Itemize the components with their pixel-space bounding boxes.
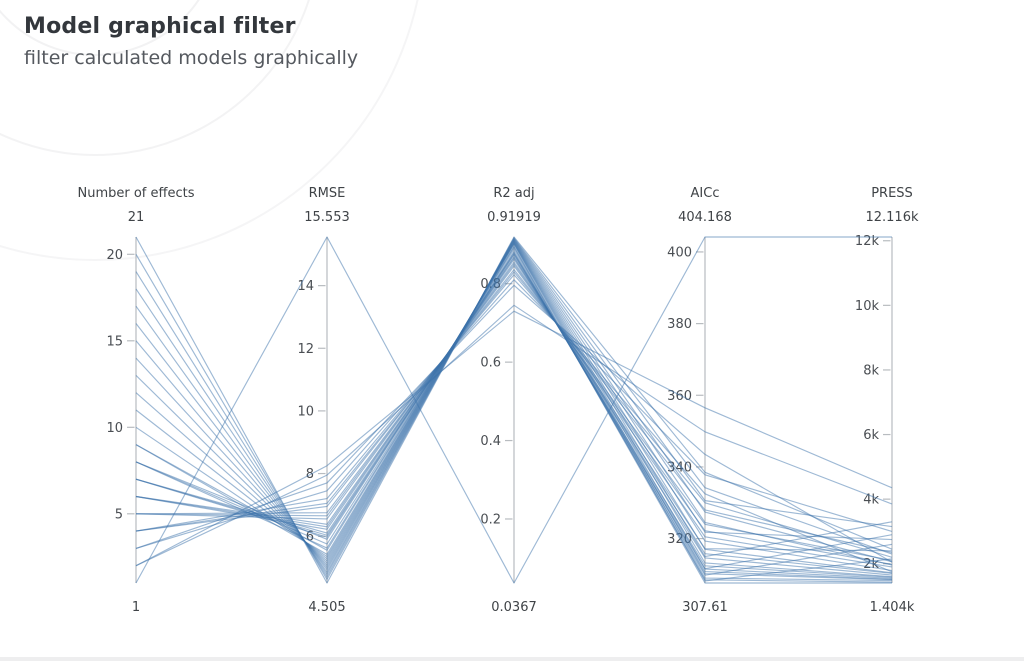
axis-tick-label: 10k xyxy=(855,299,880,314)
page-subtitle: filter calculated models graphically xyxy=(24,47,359,69)
axis-min-label: 0.0367 xyxy=(491,600,537,615)
model-line[interactable] xyxy=(135,238,893,575)
axis-title: AICc xyxy=(691,186,720,201)
axis-max-label: 404.168 xyxy=(678,210,732,225)
axis-min-label: 1.404k xyxy=(870,600,915,615)
axis-max-label: 0.91919 xyxy=(487,210,541,225)
axis-tick-label: 380 xyxy=(667,317,692,332)
axis-tick-label: 12k xyxy=(855,234,880,249)
axis-max-label: 12.116k xyxy=(865,210,918,225)
model-line[interactable] xyxy=(135,241,893,564)
page-header: Model graphical filter filter calculated… xyxy=(24,14,358,69)
model-line[interactable] xyxy=(135,269,893,554)
bottom-edge-strip xyxy=(0,657,1024,661)
axis-tick-label: 15 xyxy=(106,334,123,349)
axis-tick-label: 360 xyxy=(667,389,692,404)
axis-title: Number of effects xyxy=(78,186,195,201)
model-line[interactable] xyxy=(135,240,893,572)
model-line[interactable] xyxy=(135,239,893,571)
axis-title: PRESS xyxy=(871,186,913,201)
axis-max-label: 15.553 xyxy=(304,210,350,225)
page-title: Model graphical filter xyxy=(24,14,296,39)
axis-min-label: 307.61 xyxy=(682,600,728,615)
axis-title: R2 adj xyxy=(493,186,534,201)
axis-tick-label: 8k xyxy=(863,363,879,378)
axis-min-label: 1 xyxy=(132,600,140,615)
axis-tick-label: 4k xyxy=(863,493,879,508)
model-line[interactable] xyxy=(135,237,893,578)
axis-tick-label: 0.6 xyxy=(480,356,501,371)
axis-tick-label: 12 xyxy=(297,342,314,357)
model-line[interactable] xyxy=(135,256,893,576)
axis-tick-label: 10 xyxy=(297,404,314,419)
model-line[interactable] xyxy=(135,246,892,584)
model-line[interactable] xyxy=(135,236,893,584)
axis-tick-label: 10 xyxy=(106,421,123,436)
model-line[interactable] xyxy=(135,261,893,568)
axis-max-label: 21 xyxy=(128,210,145,225)
model-line[interactable] xyxy=(135,279,893,549)
axis-tick-label: 20 xyxy=(106,248,123,263)
model-line[interactable] xyxy=(135,310,893,567)
axis-tick-label: 0.2 xyxy=(480,512,501,527)
model-line[interactable] xyxy=(135,271,893,558)
axis-tick-label: 5 xyxy=(115,507,123,522)
axis-min-label: 4.505 xyxy=(308,600,345,615)
model-line[interactable] xyxy=(135,304,893,567)
axis-tick-label: 400 xyxy=(667,245,692,260)
axis-tick-label: 0.4 xyxy=(480,434,501,449)
model-line[interactable] xyxy=(135,236,892,584)
axis-title: RMSE xyxy=(309,186,346,201)
axis-tick-label: 6k xyxy=(863,428,879,443)
